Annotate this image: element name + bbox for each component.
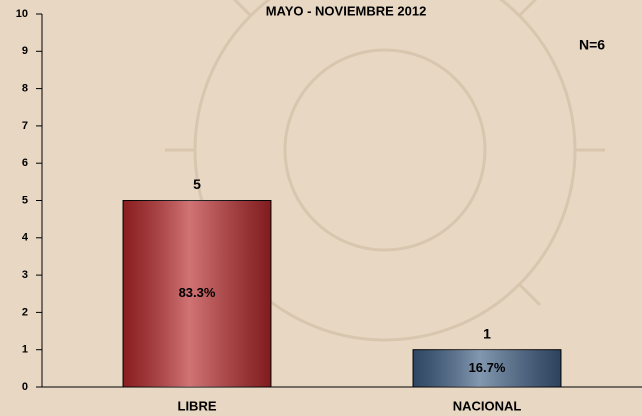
- background-watermark: [165, 0, 605, 342]
- y-tick-label: 1: [22, 344, 28, 356]
- bar-shine: [123, 200, 271, 387]
- share-label: 83.3%: [179, 285, 216, 300]
- x-tick-label: NACIONAL: [453, 398, 522, 413]
- y-tick-label: 8: [22, 83, 28, 95]
- y-tick-label: 7: [22, 120, 28, 132]
- y-tick-label: 6: [22, 157, 28, 169]
- bar-shine: [413, 349, 561, 387]
- y-tick-label: 5: [22, 194, 28, 206]
- value-label: 5: [193, 176, 201, 192]
- annotation: N=6: [579, 37, 605, 53]
- share-label: 16.7%: [469, 360, 506, 375]
- y-tick-label: 9: [22, 45, 28, 57]
- y-tick-label: 4: [22, 232, 29, 244]
- y-tick-label: 0: [22, 381, 28, 393]
- chart-title: MAYO - NOVIEMBRE 2012: [266, 3, 427, 18]
- y-tick-label: 10: [16, 8, 28, 20]
- y-tick-label: 2: [22, 306, 28, 318]
- y-tick-label: 3: [22, 269, 28, 281]
- x-tick-label: LIBRE: [178, 398, 217, 413]
- value-label: 1: [483, 325, 491, 341]
